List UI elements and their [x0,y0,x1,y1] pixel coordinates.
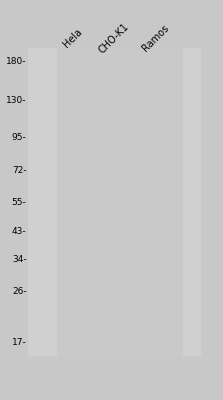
Text: Ramos: Ramos [140,23,171,54]
Bar [57,48,184,356]
Text: CHO-K1: CHO-K1 [97,21,131,55]
Text: Hela: Hela [61,27,84,50]
